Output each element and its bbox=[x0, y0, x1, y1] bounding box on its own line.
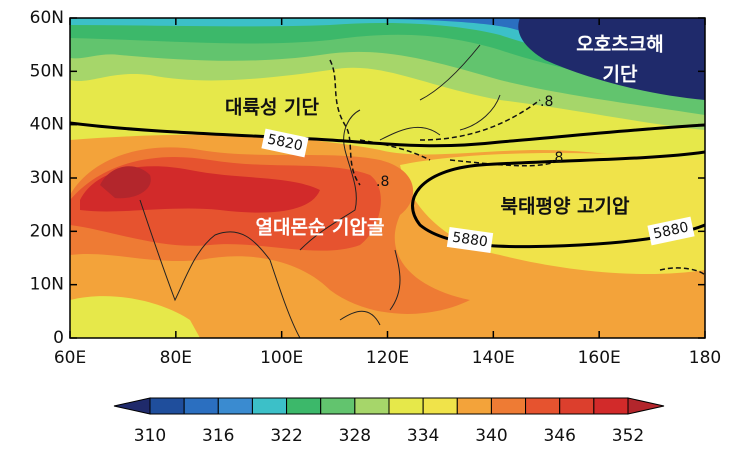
colorbar-box bbox=[593, 397, 629, 415]
y-tick-label: 50N bbox=[30, 61, 64, 81]
contour-label-text: 5820 bbox=[266, 131, 304, 154]
coastline bbox=[139, 199, 301, 338]
contour-label: 5880 bbox=[647, 216, 695, 246]
x-tick-label: 120E bbox=[366, 348, 409, 368]
region-label: 북태평양 고기압 bbox=[501, 196, 630, 218]
colorbar-box bbox=[217, 397, 253, 415]
x-tick-label: 100E bbox=[260, 348, 303, 368]
colorbar-box bbox=[559, 397, 595, 415]
colorbar-label: 334 bbox=[407, 426, 439, 446]
y-tick-label: 20N bbox=[30, 221, 64, 241]
colorbar-box bbox=[183, 397, 219, 415]
colorbar-label: 346 bbox=[543, 426, 575, 446]
colorbar-triangle bbox=[627, 397, 665, 415]
contour-label-text: .8 bbox=[376, 174, 389, 190]
colorbar-box bbox=[388, 397, 424, 415]
colorbar-box bbox=[320, 397, 356, 415]
colorbar-box bbox=[286, 397, 322, 415]
contour-label: 5820 bbox=[261, 128, 309, 158]
x-tick-label: 80E bbox=[160, 348, 192, 368]
x-tick-label: 180 bbox=[689, 348, 721, 368]
contour-label-text: 5880 bbox=[652, 219, 690, 242]
colorbar-box bbox=[490, 397, 527, 415]
x-tick-label: 160E bbox=[578, 348, 621, 368]
fill-yellow-sw bbox=[70, 296, 200, 338]
y-tick-label: 0 bbox=[53, 328, 64, 348]
colorbar-box bbox=[251, 397, 288, 415]
colorbar-label: 340 bbox=[475, 426, 507, 446]
y-tick-label: 30N bbox=[30, 168, 64, 188]
region-label: 오호츠크해 bbox=[576, 34, 663, 56]
fill-navy bbox=[518, 18, 705, 100]
x-tick-label: 140E bbox=[472, 348, 515, 368]
colorbar-label: 352 bbox=[612, 426, 644, 446]
colorbar-box bbox=[456, 397, 492, 415]
region-label: 대륙성 기단 bbox=[225, 97, 320, 119]
colorbar-label: 316 bbox=[202, 426, 234, 446]
colorbar-box bbox=[354, 397, 390, 415]
colorbar-box bbox=[149, 397, 185, 415]
region-label: 열대몬순 기압골 bbox=[256, 217, 385, 239]
colorbar-label: 310 bbox=[134, 426, 166, 446]
field bbox=[70, 18, 705, 338]
contour-5820 bbox=[70, 121, 705, 148]
colorbar-box bbox=[525, 397, 561, 415]
dashed-contour bbox=[329, 59, 705, 276]
contour-5880 bbox=[411, 150, 705, 249]
colorbar-label: 328 bbox=[339, 426, 371, 446]
coastline bbox=[339, 249, 401, 326]
contour-label: 5880 bbox=[446, 227, 494, 253]
coastline bbox=[379, 44, 501, 141]
contour-label-text: .8 bbox=[550, 150, 563, 166]
coastline bbox=[299, 109, 361, 251]
colorbar-box bbox=[422, 397, 458, 415]
region-label: 기단 bbox=[603, 64, 638, 86]
contour-label-text: 5880 bbox=[451, 230, 489, 251]
y-tick-label: 60N bbox=[30, 8, 64, 28]
y-tick-label: 40N bbox=[30, 115, 64, 135]
fill-maroon bbox=[100, 166, 151, 199]
colorbar-triangle bbox=[113, 397, 151, 415]
x-tick-label: 60E bbox=[54, 348, 86, 368]
colorbar-label: 322 bbox=[270, 426, 302, 446]
contour-label-text: .8 bbox=[540, 94, 553, 110]
y-tick-label: 10N bbox=[30, 275, 64, 295]
